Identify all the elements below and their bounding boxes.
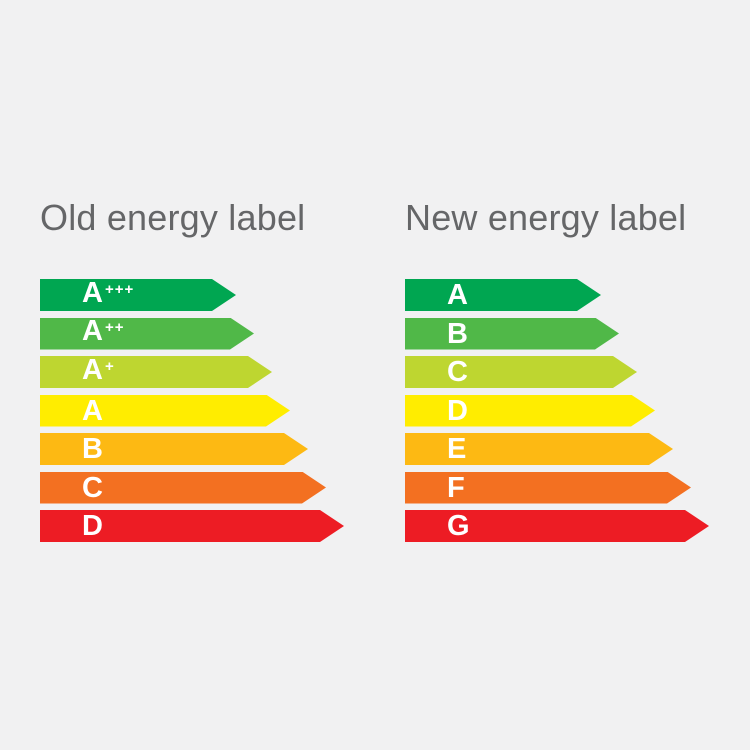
grade-letter: B	[82, 433, 103, 465]
grade-letter: A	[82, 394, 103, 427]
grade-letter: D	[447, 394, 468, 427]
grade-letter: A	[82, 276, 103, 309]
grade-label: B	[405, 318, 470, 350]
grade-letter: A	[82, 315, 103, 347]
grade-label: B	[40, 433, 105, 465]
grade-letter: E	[447, 433, 467, 465]
grade-label: G	[405, 510, 472, 542]
energy-bar: B	[40, 433, 308, 465]
new-chart-title: New energy label	[405, 197, 687, 238]
grade-label: A ++	[40, 315, 124, 352]
energy-bar: B	[405, 318, 619, 350]
grade-superscript: +	[104, 357, 115, 375]
energy-bar: A +	[40, 356, 272, 388]
grade-letter: D	[82, 510, 103, 542]
grade-label: C	[40, 472, 105, 504]
old-chart-bar-list: A +++ A ++ A + A B C D	[40, 279, 380, 542]
old-energy-label-chart: Old energy label A +++ A ++ A + A B C D	[40, 200, 380, 549]
energy-bar: A +++	[40, 279, 236, 311]
energy-bar: A	[40, 395, 290, 427]
energy-bar: G	[405, 510, 709, 542]
new-energy-label-chart: New energy label A B C D E F G	[405, 200, 745, 549]
old-chart-title: Old energy label	[40, 197, 306, 238]
energy-bar: D	[405, 395, 655, 427]
energy-bar: C	[40, 472, 326, 504]
grade-letter: C	[447, 356, 468, 388]
grade-label: E	[405, 433, 468, 465]
grade-superscript: +++	[104, 280, 135, 298]
grade-letter: A	[447, 279, 468, 311]
grade-letter: A	[82, 353, 103, 386]
grade-label: D	[405, 395, 470, 427]
grade-letter: F	[447, 471, 465, 504]
new-chart-bar-list: A B C D E F G	[405, 279, 745, 542]
grade-label: A	[405, 279, 470, 311]
grade-superscript: ++	[104, 319, 125, 336]
energy-bar: F	[405, 472, 691, 504]
energy-bar: E	[405, 433, 673, 465]
grade-label: A +++	[40, 277, 134, 314]
energy-bar: A ++	[40, 318, 254, 350]
energy-bar: C	[405, 356, 637, 388]
grade-label: D	[40, 510, 105, 542]
grade-label: A	[40, 395, 105, 427]
grade-letter: G	[447, 510, 470, 542]
grade-letter: B	[447, 317, 468, 350]
grade-label: A +	[40, 354, 115, 391]
energy-bar: A	[405, 279, 601, 311]
energy-bar: D	[40, 510, 344, 542]
grade-label: C	[405, 356, 470, 388]
grade-letter: C	[82, 471, 103, 504]
grade-label: F	[405, 472, 467, 504]
